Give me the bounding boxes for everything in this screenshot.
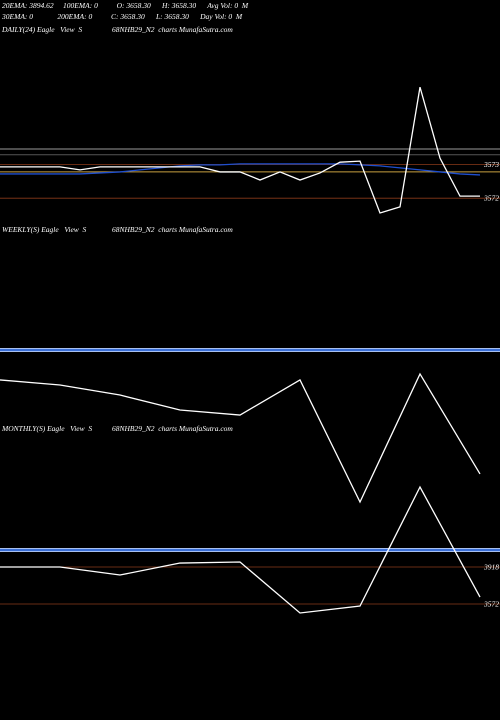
price-line — [0, 485, 481, 614]
panel-title: WEEKLY(S) Eagle View S — [2, 225, 87, 234]
y-tick-label: 3918 — [483, 563, 499, 572]
y-tick-label: 3572 — [483, 600, 499, 609]
panel-title: MONTHLY(S) Eagle View S — [1, 424, 92, 433]
panel-subtitle: 68NHB29_N2 charts MunafaSutra.com — [112, 424, 233, 433]
panel-subtitle: 68NHB29_N2 charts MunafaSutra.com — [112, 225, 233, 234]
header-line: 20EMA: 3894.62 100EMA: 0 O: 3658.30 H: 3… — [2, 1, 249, 10]
header-line: 30EMA: 0 200EMA: 0 C: 3658.30 L: 3658.30… — [2, 12, 243, 21]
price-line — [0, 163, 481, 176]
y-tick-label: 3573 — [483, 160, 499, 169]
panel-subtitle: 68NHB29_N2 charts MunafaSutra.com — [112, 25, 233, 34]
price-line — [0, 86, 480, 214]
y-tick-label: 3572 — [483, 194, 499, 203]
price-line — [0, 372, 481, 504]
panel-title: DAILY(24) Eagle View S — [1, 25, 82, 34]
